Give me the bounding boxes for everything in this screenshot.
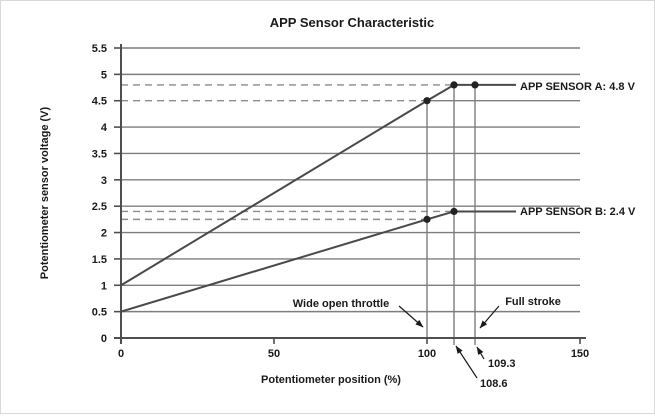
series-b-label: APP SENSOR B: 2.4 V: [520, 206, 636, 218]
arrow-109-3: [476, 346, 485, 360]
y-tick-label: 3.5: [92, 148, 107, 160]
chart-plot-area: 0 0.5 1 1.5 2 2.5 3 3.5 4 4.5 5 5.5 0 50 100 150: [92, 43, 589, 379]
y-tick-label: 0: [101, 333, 107, 345]
data-point-marker: [450, 207, 458, 216]
y-tick-label: 5: [101, 69, 107, 81]
y-tick-label: 4: [101, 122, 108, 134]
x-tick-label: 150: [571, 348, 589, 360]
y-tick-label: 4.5: [92, 96, 107, 108]
data-point-marker: [423, 97, 431, 105]
arrow-108-6: [455, 345, 478, 379]
annotation-wide-open-throttle: Wide open throttle: [293, 298, 389, 310]
y-tick-label: 1.5: [92, 254, 107, 266]
y-tick-label: 3: [101, 175, 107, 187]
x-tick-label: 50: [268, 348, 280, 360]
data-point-marker: [450, 81, 458, 89]
y-tick-label: 2: [101, 228, 107, 240]
series-line-a: [120, 83, 516, 287]
x-axis-title: Potentiometer position (%): [261, 374, 401, 386]
series-a-label: APP SENSOR A: 4.8 V: [520, 81, 636, 93]
y-tick-label: 0.5: [92, 307, 107, 319]
y-tick-label: 5.5: [92, 43, 107, 55]
series-line-b: [120, 210, 516, 313]
chart-title: APP Sensor Characteristic: [270, 15, 435, 30]
x-tick-label: 100: [418, 348, 436, 360]
data-point-marker: [423, 215, 431, 223]
annotation-108-6: 108.6: [480, 378, 508, 390]
y-tick-label: 2.5: [92, 201, 107, 213]
arrow-wide-open-throttle: [398, 305, 424, 328]
annotation-full-stroke: Full stroke: [505, 296, 561, 308]
annotation-109-3: 109.3: [488, 358, 516, 370]
x-tick-label: 0: [118, 348, 124, 360]
y-axis-title: Potentiometer sensor voltage (V): [39, 106, 51, 279]
arrow-full-stroke: [479, 305, 500, 329]
y-tick-label: 1: [101, 280, 107, 292]
data-point-marker: [471, 81, 479, 89]
